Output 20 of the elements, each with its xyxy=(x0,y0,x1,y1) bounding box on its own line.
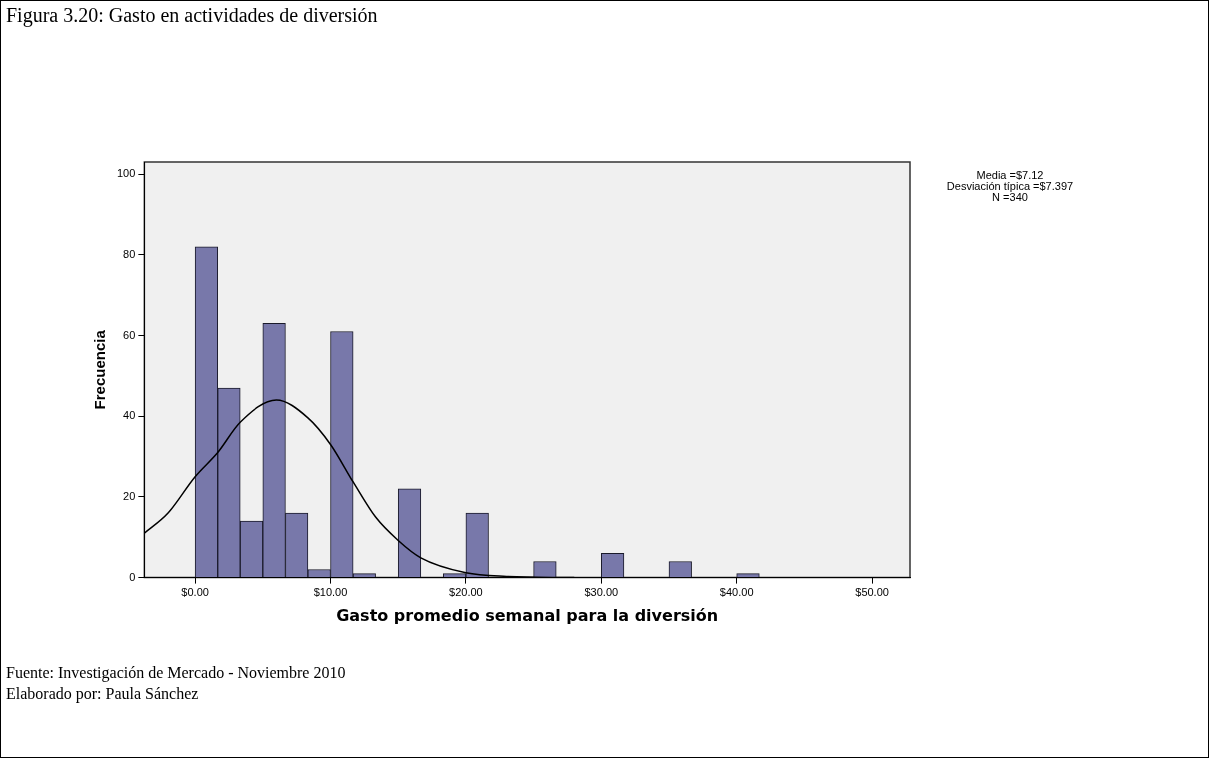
x-tick-label: $0.00 xyxy=(181,586,209,599)
x-tick-label: $10.00 xyxy=(313,586,348,599)
text: Elaborado por: Paula Sánchez xyxy=(6,684,200,704)
chart-title: Figura 3.20: Gasto en actividades de diversión xyxy=(6,4,378,27)
y-tick-label: 0 xyxy=(129,570,136,583)
y-tick-label: 80 xyxy=(123,247,136,260)
source-note: Fuente: Investigación de Mercado - Noviembre 2010 xyxy=(6,663,346,683)
x-tick-label: $50.00 xyxy=(855,586,889,599)
y-tick-label: 20 xyxy=(123,489,136,502)
x-axis-title: Gasto promedio semanal para la diversión xyxy=(336,605,719,625)
y-axis-title: Frecuencia xyxy=(91,329,109,410)
text: Desviación típica =$7.397 xyxy=(945,180,1075,192)
y-tick-label: 40 xyxy=(123,409,136,422)
text: N =340 xyxy=(991,191,1028,203)
y-tick-label: 100 xyxy=(116,167,136,180)
text: Media =$7.12 xyxy=(975,169,1045,181)
x-tick-label: $20.00 xyxy=(449,586,483,599)
y-tick-label: 60 xyxy=(123,328,136,341)
x-tick-label: $40.00 xyxy=(719,586,754,599)
x-tick-label: $30.00 xyxy=(584,586,619,599)
